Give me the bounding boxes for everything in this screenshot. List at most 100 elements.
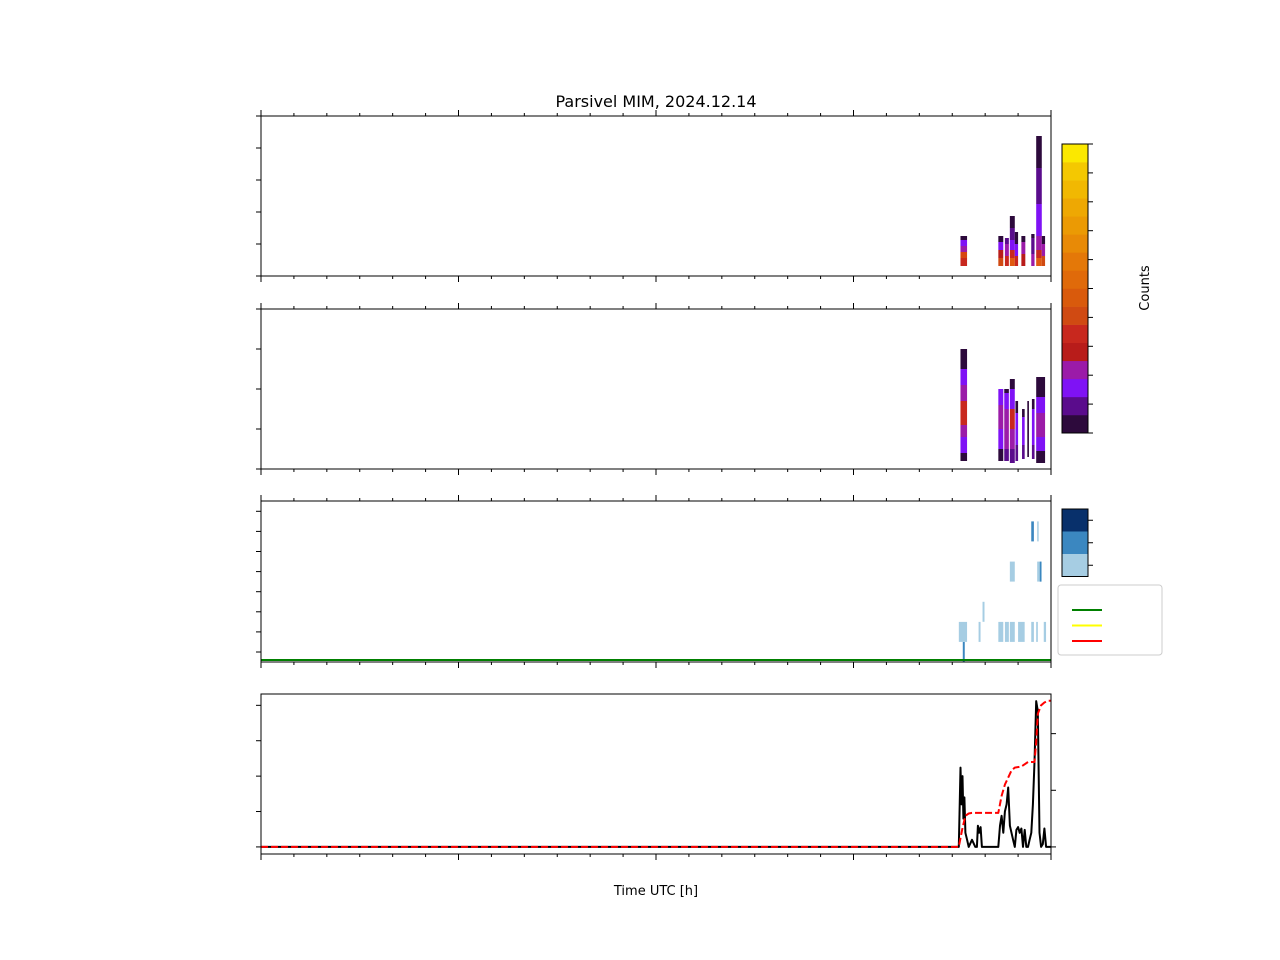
heatmap-cell xyxy=(1009,379,1015,389)
colorbar-segment xyxy=(1062,396,1088,416)
colorbar-segment xyxy=(1062,252,1088,271)
heatmap-cell xyxy=(1036,168,1042,204)
heatmap-cell xyxy=(1022,445,1025,459)
rain-rate-line xyxy=(261,700,1051,848)
fallspeed-panel xyxy=(256,303,1052,475)
weather-event xyxy=(1031,521,1034,542)
heatmap-cell xyxy=(1031,409,1035,445)
intensity-swatch xyxy=(1062,554,1088,577)
intensity-frame xyxy=(1061,508,1089,577)
heatmap-cell xyxy=(1031,399,1035,409)
weather-event xyxy=(1009,621,1015,642)
heatmap-cell xyxy=(960,385,968,401)
heatmap-cell xyxy=(960,349,968,369)
heatmap-cell xyxy=(1036,413,1046,437)
weather-event xyxy=(998,621,1004,642)
colorbar-segment xyxy=(1062,306,1088,325)
intensity-legend xyxy=(1061,508,1093,577)
heatmap-cell xyxy=(1014,232,1019,244)
heatmap-cell xyxy=(1041,236,1046,244)
heatmap-cell xyxy=(960,236,968,240)
diameter-panel xyxy=(256,110,1052,282)
weather-event xyxy=(962,642,965,662)
weather-event xyxy=(982,601,985,622)
heatmap-cell xyxy=(1015,445,1019,461)
heatmap-cell xyxy=(960,246,968,252)
heatmap-cell xyxy=(1009,409,1015,429)
heatmap-cell xyxy=(1031,238,1035,254)
weather-event xyxy=(1043,621,1047,642)
heatmap-cell xyxy=(1036,397,1046,413)
heatmap-cell xyxy=(1014,244,1019,256)
weather-event xyxy=(1036,621,1038,642)
heatmap-cell xyxy=(960,425,968,437)
heatmap-cell xyxy=(1036,250,1042,258)
heatmap-cell xyxy=(998,242,1004,250)
heatmap-cell xyxy=(960,252,968,258)
weather-event xyxy=(1037,521,1039,542)
figure-title: Parsivel MIM, 2024.12.14 xyxy=(555,92,756,111)
heatmap-cell xyxy=(1015,401,1019,413)
weather-event xyxy=(1039,561,1042,582)
heatmap-cell xyxy=(1021,242,1026,254)
heatmap-cell xyxy=(1022,409,1025,417)
intensity-swatch xyxy=(1062,509,1088,532)
heatmap-cell xyxy=(1004,238,1009,244)
heatmap-cell xyxy=(998,236,1004,242)
colorbar-segment xyxy=(1062,288,1088,307)
heatmap-cell xyxy=(960,437,968,453)
heatmap-cell xyxy=(960,369,968,385)
heatmap-cell xyxy=(998,250,1004,258)
colorbar-segment xyxy=(1062,360,1088,380)
heatmap-cell xyxy=(1009,240,1015,250)
heatmap-cell xyxy=(1009,250,1015,258)
x-axis-label: Time UTC [h] xyxy=(613,884,698,899)
heatmap-cell xyxy=(998,405,1004,429)
heatmap-cell xyxy=(1022,417,1025,445)
heatmap-cell xyxy=(1004,409,1009,449)
heatmap-cell xyxy=(1036,136,1042,168)
heatmap-cell xyxy=(1014,256,1019,266)
heatmap-cell xyxy=(1036,204,1042,236)
heatmap-cell xyxy=(1036,437,1046,451)
colorbar-segment xyxy=(1062,270,1088,289)
colorbar-segment xyxy=(1062,234,1088,253)
heatmap-cell xyxy=(960,453,968,461)
heatmap-cell xyxy=(1009,389,1015,409)
colorbar-segment xyxy=(1062,414,1088,434)
heatmap-cell xyxy=(1036,451,1046,463)
heatmap-cell xyxy=(1036,236,1042,250)
heatmap-cell xyxy=(1009,429,1015,449)
rain-rate-panel xyxy=(256,693,1056,860)
colorbar-segment xyxy=(1062,378,1088,398)
heatmap-cell xyxy=(998,429,1004,449)
heatmap-cell xyxy=(1009,228,1015,240)
heatmap-cell xyxy=(1027,401,1029,457)
precip-amount-line xyxy=(261,699,1051,848)
sensor-status-legend xyxy=(1057,584,1163,656)
colorbar-segment xyxy=(1062,180,1088,199)
heatmap-cell xyxy=(1036,258,1042,266)
heatmap-cell xyxy=(1021,254,1026,266)
heatmap-cell xyxy=(998,389,1004,405)
weather-event xyxy=(1037,561,1042,582)
heatmap-cell xyxy=(1036,377,1046,397)
legend-box xyxy=(1057,584,1163,656)
heatmap-cell xyxy=(1041,244,1046,256)
weather-event xyxy=(1009,561,1015,582)
heatmap-cell xyxy=(1004,389,1009,393)
heatmap-cell xyxy=(1031,234,1035,238)
heatmap-cell xyxy=(1009,449,1015,463)
heatmap-cell xyxy=(1009,258,1015,266)
heatmap-cell xyxy=(1031,254,1035,266)
colorbar-label: Counts xyxy=(1138,265,1153,311)
heatmap-cell xyxy=(1004,449,1009,461)
colorbar-segment xyxy=(1062,324,1088,343)
heatmap-cell xyxy=(1004,244,1009,256)
heatmap-cell xyxy=(960,240,968,246)
heatmap-cell xyxy=(960,401,968,425)
weather-event xyxy=(1018,621,1025,642)
weather-event xyxy=(958,621,968,642)
colorbar-segment xyxy=(1062,216,1088,235)
